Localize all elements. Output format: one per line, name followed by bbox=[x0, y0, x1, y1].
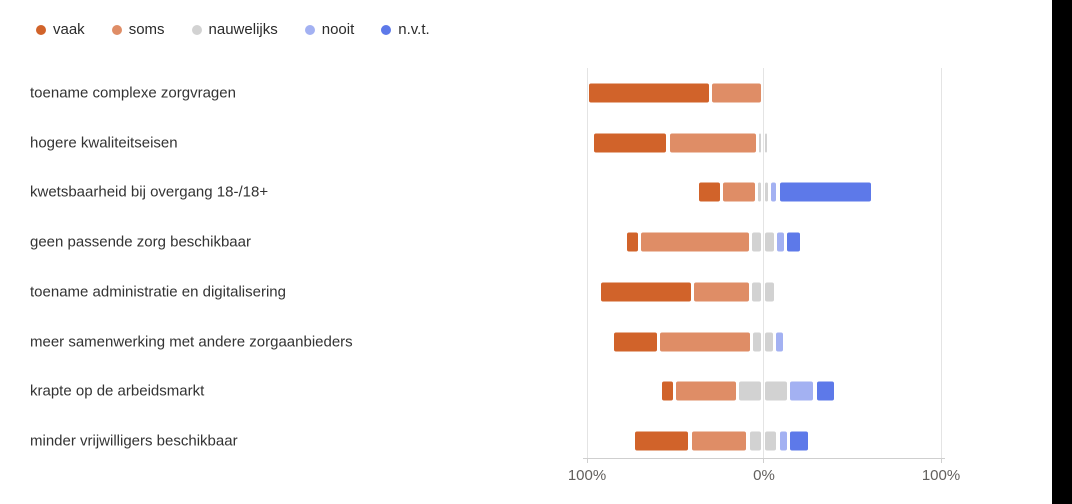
x-axis-line bbox=[583, 458, 945, 459]
bar-segment-nauwelijks[interactable] bbox=[752, 232, 762, 252]
bar-segment-nooit[interactable] bbox=[776, 232, 785, 252]
bar-segment-nauwelijks[interactable] bbox=[764, 282, 774, 302]
bar-segment-nauwelijks[interactable] bbox=[764, 182, 768, 202]
x-axis-label-zero: 0% bbox=[753, 467, 775, 484]
bar-segment-soms[interactable] bbox=[691, 431, 747, 451]
bar-segment-nooit[interactable] bbox=[779, 431, 787, 451]
x-axis-tick bbox=[941, 458, 942, 463]
bar-segment-nooit[interactable] bbox=[770, 182, 777, 202]
legend-item-nauwelijks[interactable]: nauwelijks bbox=[191, 21, 278, 38]
bar-segment-nauwelijks[interactable] bbox=[758, 182, 762, 202]
bar-segment-nooit[interactable] bbox=[776, 332, 784, 351]
legend-label-soms: soms bbox=[128, 21, 165, 38]
bar-segment-vaak[interactable] bbox=[588, 83, 709, 103]
bar-segment-soms[interactable] bbox=[723, 182, 756, 202]
bar-segment-vaak[interactable] bbox=[635, 431, 689, 451]
chart-legend: vaak soms nauwelijks nooit n.v.t. bbox=[36, 21, 430, 38]
bar-segment-nauwelijks[interactable] bbox=[764, 133, 767, 153]
x-axis-label-right: 100% bbox=[921, 467, 961, 484]
bar-segment-nvt[interactable] bbox=[787, 232, 801, 252]
bar-segment-nauwelijks[interactable] bbox=[752, 282, 762, 302]
legend-label-nvt: n.v.t. bbox=[398, 21, 430, 38]
gridline-left-100 bbox=[587, 68, 588, 458]
bar-segment-soms[interactable] bbox=[669, 133, 757, 153]
bar-segment-nvt[interactable] bbox=[816, 381, 835, 401]
bar-segment-vaak[interactable] bbox=[614, 332, 657, 351]
category-label: toename complexe zorgvragen bbox=[30, 84, 236, 102]
bar-segment-nauwelijks[interactable] bbox=[764, 431, 777, 451]
gridline-zero bbox=[763, 68, 764, 458]
bar-segment-soms[interactable] bbox=[711, 83, 762, 103]
bar-segment-nauwelijks[interactable] bbox=[764, 381, 787, 401]
legend-dot-nauwelijks-icon bbox=[191, 24, 202, 35]
category-label: toename administratie en digitalisering bbox=[30, 283, 286, 301]
bar-segment-soms[interactable] bbox=[641, 232, 750, 252]
bar-segment-nvt[interactable] bbox=[790, 431, 809, 451]
legend-dot-soms-icon bbox=[111, 24, 122, 35]
legend-item-vaak[interactable]: vaak bbox=[36, 21, 85, 38]
legend-item-nvt[interactable]: n.v.t. bbox=[381, 21, 430, 38]
legend-item-nooit[interactable]: nooit bbox=[304, 21, 355, 38]
bar-segment-vaak[interactable] bbox=[627, 232, 639, 252]
x-axis-tick bbox=[587, 458, 588, 463]
bar-segment-nauwelijks[interactable] bbox=[759, 133, 762, 153]
bar-segment-soms[interactable] bbox=[659, 332, 750, 351]
bar-segment-nooit[interactable] bbox=[790, 381, 814, 401]
category-label: geen passende zorg beschikbaar bbox=[30, 233, 251, 251]
bar-segment-nvt[interactable] bbox=[779, 182, 872, 202]
x-axis-tick bbox=[763, 458, 764, 463]
category-label: minder vrijwilligers beschikbaar bbox=[30, 432, 238, 450]
legend-label-nauwelijks: nauwelijks bbox=[208, 21, 278, 38]
bar-segment-nauwelijks[interactable] bbox=[764, 232, 774, 252]
legend-item-soms[interactable]: soms bbox=[111, 21, 165, 38]
legend-label-nooit: nooit bbox=[321, 21, 355, 38]
bar-segment-vaak[interactable] bbox=[661, 381, 673, 401]
bar-segment-nauwelijks[interactable] bbox=[764, 332, 773, 351]
black-side-strip bbox=[1052, 0, 1072, 504]
category-label: meer samenwerking met andere zorgaanbied… bbox=[30, 333, 353, 350]
bar-segment-soms[interactable] bbox=[675, 381, 736, 401]
legend-label-vaak: vaak bbox=[53, 21, 85, 38]
legend-dot-nvt-icon bbox=[381, 24, 392, 35]
bar-segment-vaak[interactable] bbox=[600, 282, 691, 302]
gridline-right-100 bbox=[941, 68, 942, 458]
x-axis-label-left: 100% bbox=[567, 467, 607, 484]
category-label: krapte op de arbeidsmarkt bbox=[30, 382, 205, 400]
legend-dot-vaak-icon bbox=[36, 24, 46, 35]
bar-segment-vaak[interactable] bbox=[698, 182, 721, 202]
category-label: kwetsbaarheid bij overgang 18-/18+ bbox=[30, 183, 269, 201]
bar-segment-soms[interactable] bbox=[694, 282, 750, 302]
bar-segment-nauwelijks[interactable] bbox=[749, 431, 762, 451]
legend-dot-nooit-icon bbox=[304, 24, 315, 35]
bar-segment-nauwelijks[interactable] bbox=[753, 332, 762, 351]
bar-segment-nauwelijks[interactable] bbox=[739, 381, 762, 401]
category-label: hogere kwaliteitseisen bbox=[30, 134, 178, 152]
bar-segment-vaak[interactable] bbox=[593, 133, 667, 153]
